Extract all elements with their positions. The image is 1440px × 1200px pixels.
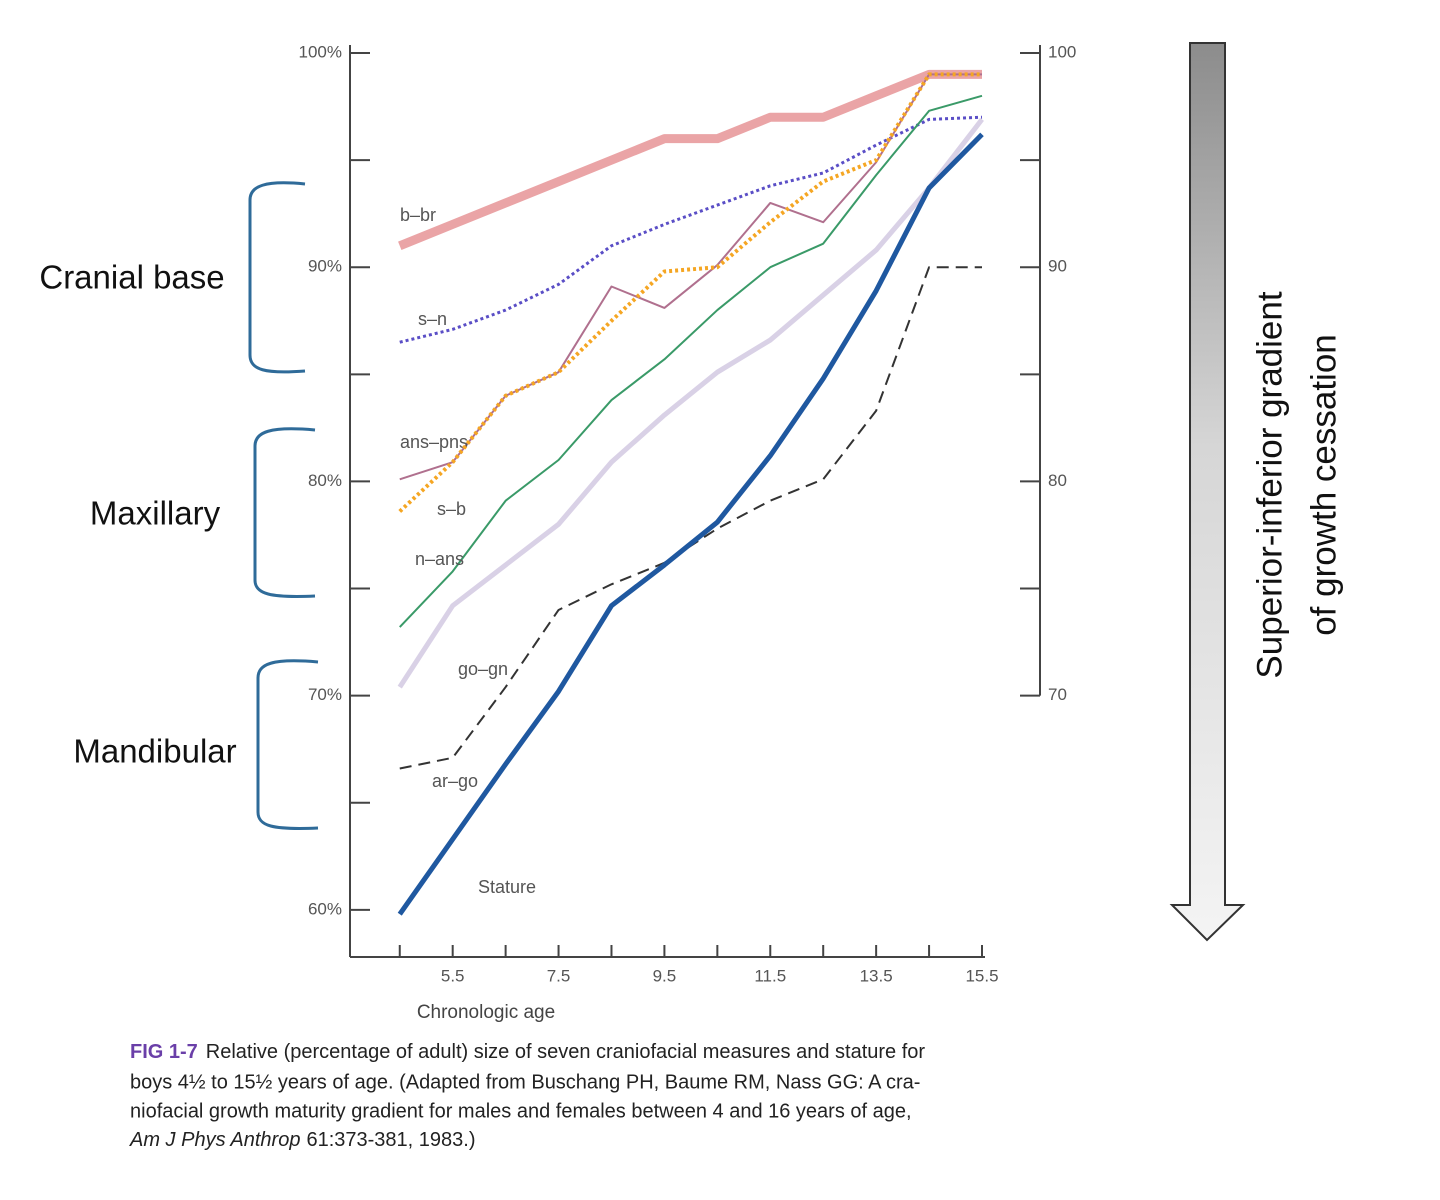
bracket [256, 659, 319, 830]
group-label: Cranial base [39, 259, 224, 296]
x-tick-label: 5.5 [441, 966, 465, 985]
caption-journal: Am J Phys Anthrop [129, 1129, 300, 1151]
caption-line: boys 4½ to 15½ years of age. (Adapted fr… [130, 1071, 920, 1093]
bracket [248, 181, 306, 374]
caption-line: Relative (percentage of adult) size of s… [206, 1041, 926, 1063]
group-label: Maxillary [90, 495, 221, 532]
series-label: s–b [437, 499, 466, 519]
y-tick-label: 70% [308, 685, 342, 704]
y2-tick-label: 70 [1048, 685, 1067, 704]
y-tick-label: 60% [308, 899, 342, 918]
series-line [399, 266, 982, 770]
series-line [399, 94, 983, 628]
y2-tick-label: 80 [1048, 471, 1067, 490]
series-label: b–br [400, 205, 436, 225]
caption-label: FIG 1-7 [130, 1041, 198, 1063]
series-label: n–ans [415, 549, 464, 569]
series-label: go–gn [458, 659, 508, 679]
y-tick-label: 100% [299, 42, 342, 61]
y-tick-label: 80% [308, 471, 342, 490]
caption-citation: 61:373-381, 1983.) [306, 1129, 475, 1151]
gradient-arrow [1169, 42, 1246, 942]
x-tick-label: 15.5 [965, 966, 998, 985]
x-tick-label: 9.5 [653, 966, 677, 985]
series-line [399, 115, 983, 344]
x-tick-label: 7.5 [547, 966, 571, 985]
caption: Am J Phys Anthrop 61:373-381, 1983.) [129, 1129, 475, 1151]
group-label: Mandibular [73, 733, 236, 770]
y2-tick-label: 90 [1048, 257, 1067, 276]
series-label: ans–pns [400, 432, 468, 452]
series-label: ar–go [432, 771, 478, 791]
series-line [399, 73, 982, 481]
series-label: Stature [478, 877, 536, 897]
caption-line: niofacial growth maturity gradient for m… [130, 1100, 912, 1122]
x-tick-label: 13.5 [860, 966, 893, 985]
series-line [397, 132, 984, 916]
gradient-label: of growth cessation [1304, 334, 1343, 636]
bracket [253, 427, 316, 598]
x-axis-label: Chronologic age [417, 1002, 555, 1023]
series-line [397, 117, 984, 689]
series-label: s–n [418, 309, 447, 329]
y-tick-label: 90% [308, 257, 342, 276]
series-line [398, 69, 982, 250]
x-tick-label: 11.5 [754, 966, 786, 985]
y2-tick-label: 100 [1048, 42, 1076, 61]
caption: FIG 1-7 Relative (percentage of adult) si… [130, 1041, 925, 1063]
brackets [248, 181, 319, 830]
gradient-label: Superior-inferior gradient [1250, 291, 1289, 678]
series-line [398, 72, 982, 513]
